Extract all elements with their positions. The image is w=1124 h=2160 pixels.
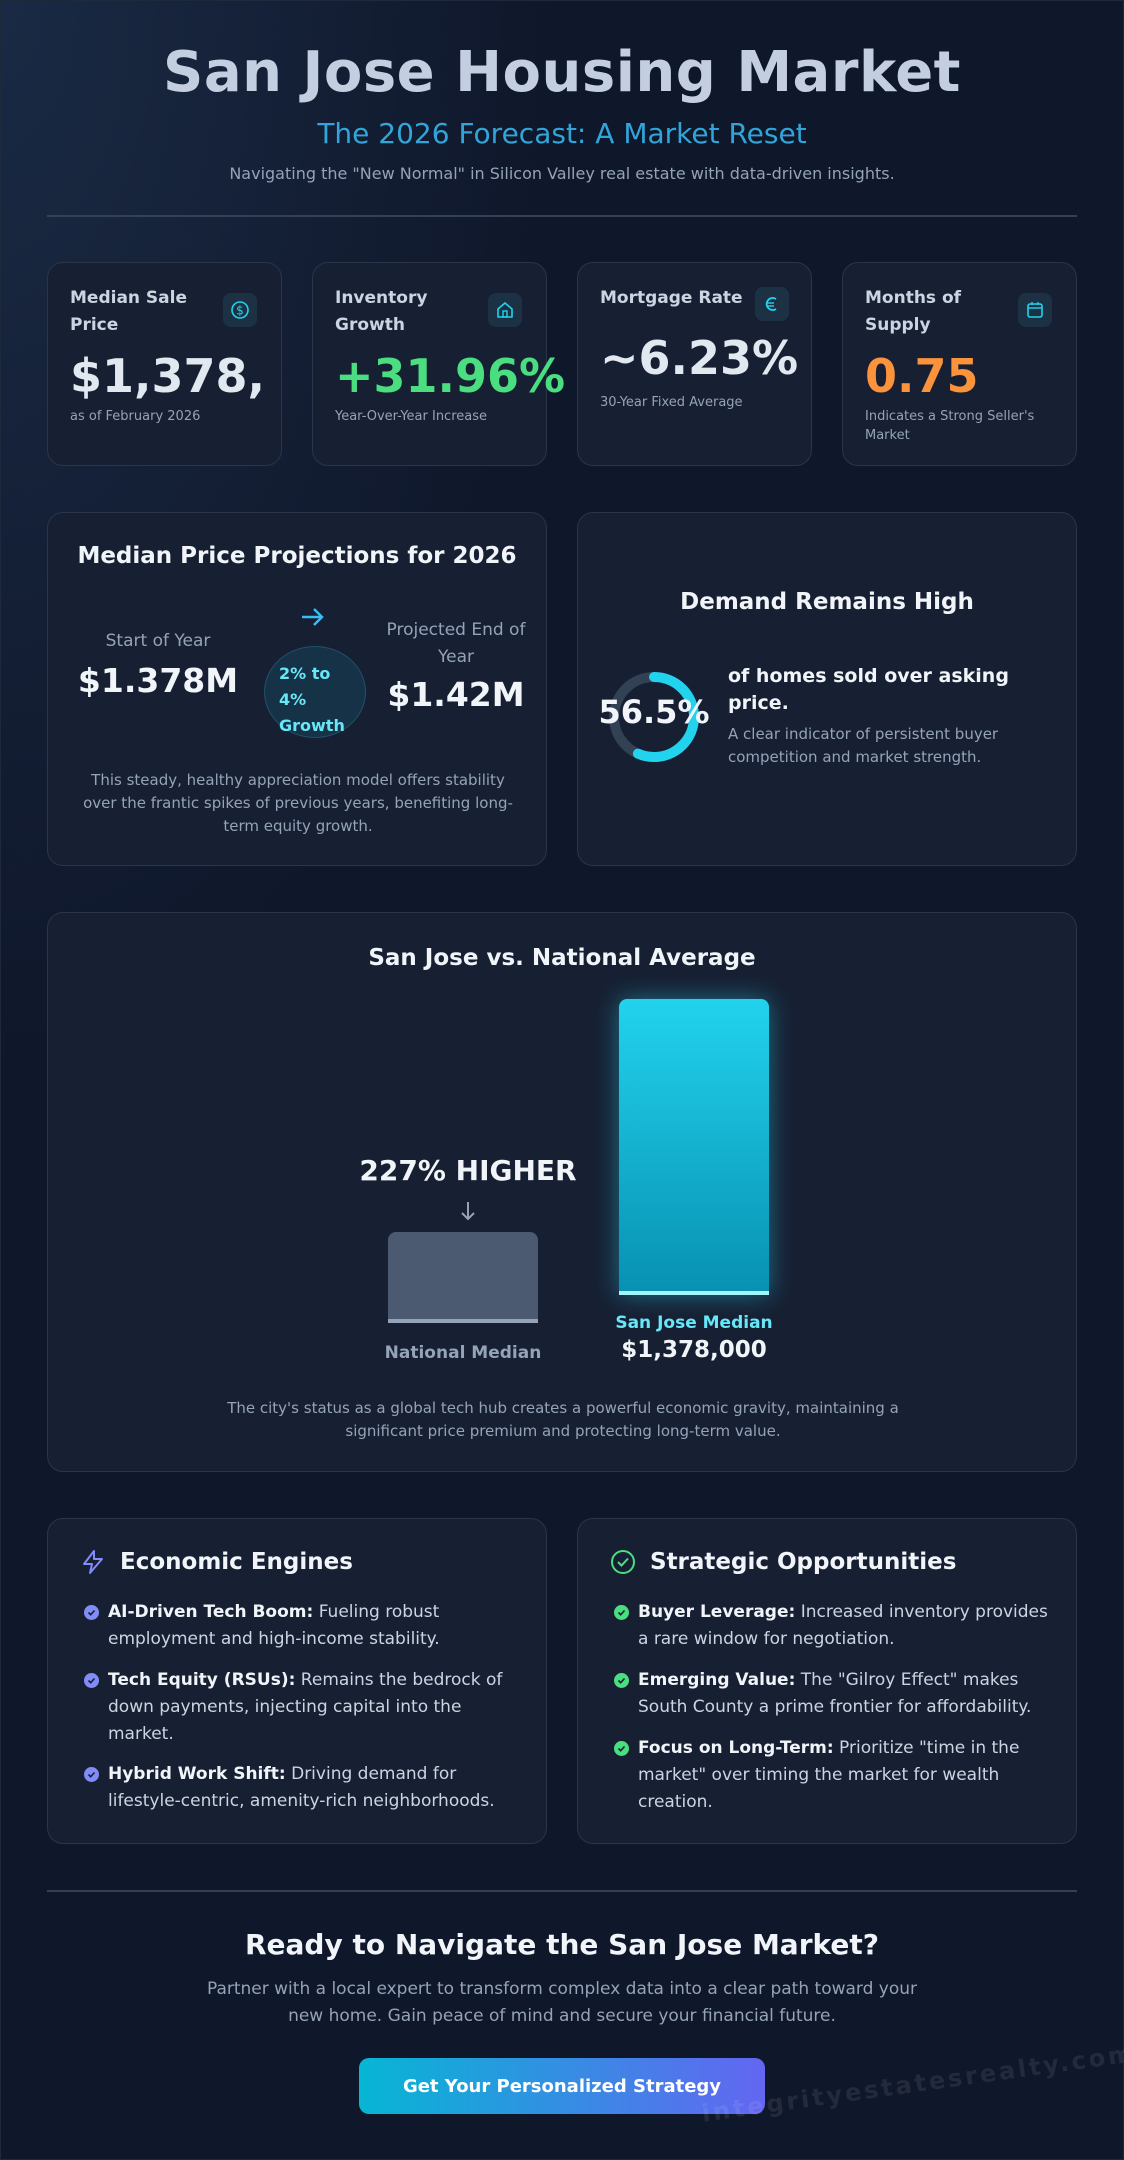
item-bold: Emerging Value: bbox=[638, 1670, 796, 1690]
demand-title: Demand Remains High bbox=[680, 589, 974, 615]
check-icon bbox=[84, 1673, 99, 1688]
stat-label: Median Sale Price bbox=[70, 288, 188, 335]
cta-description: Partner with a local expert to transform… bbox=[206, 1979, 918, 2026]
list-item: AI-Driven Tech Boom: Fueling robust empl… bbox=[84, 1599, 518, 1653]
lightning-icon bbox=[80, 1549, 106, 1575]
san-jose-value: $1,378,000 bbox=[621, 1337, 767, 1363]
stat-value: $1,378, bbox=[70, 349, 265, 403]
comparison-card: San Jose vs. National Average 227% HIGHE… bbox=[47, 912, 1077, 1472]
check-icon bbox=[614, 1741, 629, 1756]
page-title: San Jose Housing Market bbox=[163, 40, 961, 105]
get-strategy-button[interactable]: Get Your Personalized Strategy bbox=[359, 2058, 765, 2114]
stat-value: 0.75 bbox=[865, 349, 979, 403]
opportunities-title: Strategic Opportunities bbox=[650, 1549, 957, 1575]
calendar-icon bbox=[1018, 293, 1052, 327]
list-item: Focus on Long-Term: Prioritize "time in … bbox=[614, 1735, 1048, 1816]
stat-label: Inventory Growth bbox=[335, 288, 428, 335]
ring-progress bbox=[609, 672, 699, 762]
item-text: Increased inventory provides a rare wind… bbox=[638, 1602, 1048, 1649]
comparison-description: The city's status as a global tech hub c… bbox=[227, 1399, 899, 1440]
check-icon bbox=[84, 1767, 99, 1782]
growth-badge: 2% to 4% Growth bbox=[264, 646, 366, 738]
san-jose-bar bbox=[619, 999, 769, 1295]
projection-description: This steady, healthy appreciation model … bbox=[83, 771, 513, 835]
end-value: $1.42M bbox=[387, 675, 525, 714]
list-item: Emerging Value: The "Gilroy Effect" make… bbox=[614, 1667, 1048, 1721]
demand-percent: 56.5% bbox=[598, 693, 710, 731]
demand-headline: of homes sold over asking price. bbox=[728, 665, 1009, 714]
percent-icon bbox=[755, 287, 789, 321]
comparison-callout: 227% HIGHER bbox=[359, 1154, 577, 1188]
cta-title: Ready to Navigate the San Jose Market? bbox=[244, 1928, 879, 1961]
national-bar bbox=[388, 1232, 538, 1323]
item-bold: Hybrid Work Shift: bbox=[108, 1764, 286, 1784]
page-header: San Jose Housing Market The 2026 Forecas… bbox=[0, 40, 1124, 183]
check-icon bbox=[84, 1605, 99, 1620]
national-label: National Median bbox=[384, 1343, 542, 1363]
item-text: Prioritize "time in the market" over tim… bbox=[638, 1738, 1020, 1812]
footer-divider bbox=[47, 1890, 1077, 1892]
stat-card-median-price: Median Sale Price $ $1,378, as of Februa… bbox=[47, 262, 282, 466]
projection-title: Median Price Projections for 2026 bbox=[77, 543, 517, 569]
item-text: Driving demand for lifestyle-centric, am… bbox=[108, 1764, 495, 1811]
dollar-icon: $ bbox=[223, 293, 257, 327]
stat-value: ~6.23% bbox=[600, 331, 799, 385]
stat-label: Mortgage Rate bbox=[600, 288, 743, 308]
start-value: $1.378M bbox=[77, 661, 239, 700]
list-item: Hybrid Work Shift: Driving demand for li… bbox=[84, 1761, 518, 1815]
header-divider bbox=[47, 215, 1077, 217]
start-label: Start of Year bbox=[105, 631, 211, 651]
check-icon bbox=[614, 1673, 629, 1688]
san-jose-label: San Jose Median bbox=[615, 1313, 773, 1333]
demand-card: Demand Remains High 56.5% of homes sold … bbox=[577, 512, 1077, 866]
end-label: Projected End of Year bbox=[386, 620, 526, 667]
economic-engines-card: Economic Engines AI-Driven Tech Boom: Fu… bbox=[47, 1518, 547, 1844]
item-text: Remains the bedrock of down payments, in… bbox=[108, 1670, 503, 1744]
demand-description: A clear indicator of persistent buyer co… bbox=[728, 725, 999, 766]
comparison-title: San Jose vs. National Average bbox=[368, 945, 756, 971]
projection-card: Median Price Projections for 2026 Start … bbox=[47, 512, 547, 866]
stat-note: Year-Over-Year Increase bbox=[335, 409, 488, 424]
check-icon bbox=[614, 1605, 629, 1620]
arrow-down-icon bbox=[459, 1200, 477, 1222]
list-item: Tech Equity (RSUs): Remains the bedrock … bbox=[84, 1667, 518, 1748]
list-item: Buyer Leverage: Increased inventory prov… bbox=[614, 1599, 1048, 1653]
growth-text: 2% to 4% Growth bbox=[279, 664, 345, 735]
arrow-right-icon bbox=[300, 605, 324, 629]
item-text: The "Gilroy Effect" makes South County a… bbox=[638, 1670, 1032, 1717]
item-bold: Buyer Leverage: bbox=[638, 1602, 796, 1622]
stat-card-months-supply: Months of Supply 0.75 Indicates a Strong… bbox=[842, 262, 1077, 466]
item-bold: Tech Equity (RSUs): bbox=[108, 1670, 296, 1690]
stat-card-inventory-growth: Inventory Growth +31.96% Year-Over-Year … bbox=[312, 262, 565, 466]
stat-note: Indicates a Strong Seller's Market bbox=[865, 409, 1035, 443]
item-text: Fueling robust employment and high-incom… bbox=[108, 1602, 440, 1649]
home-icon bbox=[488, 293, 522, 327]
stat-label: Months of Supply bbox=[865, 288, 962, 335]
strategic-opportunities-card: Strategic Opportunities Buyer Leverage: … bbox=[577, 1518, 1077, 1844]
item-bold: Focus on Long-Term: bbox=[638, 1738, 834, 1758]
engines-title: Economic Engines bbox=[120, 1549, 353, 1575]
svg-text:$: $ bbox=[236, 304, 244, 318]
item-bold: AI-Driven Tech Boom: bbox=[108, 1602, 314, 1622]
stat-card-mortgage-rate: Mortgage Rate ~6.23% 30-Year Fixed Avera… bbox=[577, 262, 812, 466]
stat-note: as of February 2026 bbox=[70, 409, 201, 424]
check-circle-icon bbox=[610, 1549, 636, 1575]
stat-note: 30-Year Fixed Average bbox=[600, 395, 743, 410]
page-subtitle: The 2026 Forecast: A Market Reset bbox=[317, 117, 807, 150]
stat-value: +31.96% bbox=[335, 349, 566, 403]
demand-ring-chart bbox=[609, 672, 699, 762]
page-tagline: Navigating the "New Normal" in Silicon V… bbox=[229, 164, 895, 183]
